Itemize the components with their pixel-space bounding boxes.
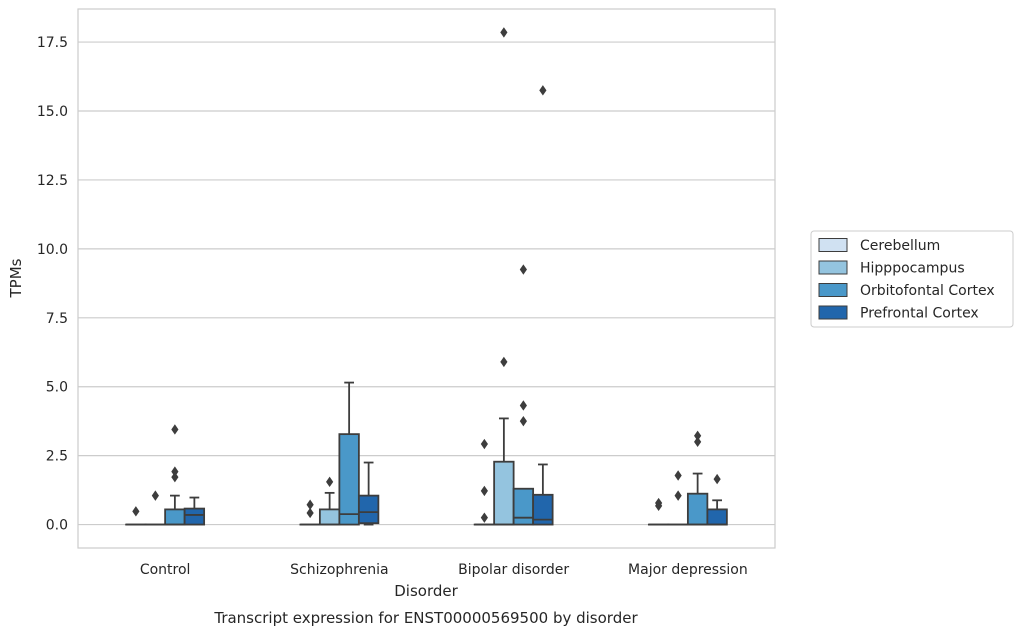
outlier-point bbox=[306, 507, 314, 519]
outlier-point bbox=[480, 512, 488, 523]
box-3-3 bbox=[706, 473, 728, 526]
y-axis-label: TPMs bbox=[7, 258, 25, 298]
box-2-0 bbox=[164, 424, 186, 526]
outlier-point bbox=[713, 473, 721, 485]
box-2-3 bbox=[686, 430, 709, 526]
outlier-point bbox=[171, 424, 179, 435]
x-axis-label: Disorder bbox=[394, 582, 458, 600]
x-tick-labels: Control Schizophrenia Bipolar disorder Majo… bbox=[140, 562, 748, 578]
box-rect bbox=[686, 492, 709, 526]
legend-label: Orbitofontal Cortex bbox=[860, 283, 995, 299]
box-0-0 bbox=[125, 506, 147, 526]
y-tick-labels: 0.0 2.5 5.0 7.5 10.0 12.5 15.0 17.5 bbox=[37, 35, 68, 533]
chart-caption: Transcript expression for ENST0000056950… bbox=[213, 609, 638, 627]
box-rect bbox=[512, 487, 535, 526]
box-3-2 bbox=[532, 85, 554, 526]
x-tick-label: Bipolar disorder bbox=[458, 562, 569, 578]
outlier-point bbox=[480, 485, 488, 497]
outlier-point bbox=[674, 490, 682, 501]
outlier-point bbox=[674, 470, 682, 481]
legend-swatch bbox=[818, 238, 848, 252]
plot-frame bbox=[77, 8, 776, 549]
outlier-point bbox=[519, 264, 527, 275]
box-0-1 bbox=[299, 499, 321, 526]
box-rect bbox=[338, 433, 360, 526]
y-tick-label: 5.0 bbox=[46, 380, 68, 396]
outlier-point bbox=[500, 356, 508, 368]
y-tick-label: 10.0 bbox=[37, 242, 68, 258]
legend-label: Prefrontal Cortex bbox=[860, 306, 979, 322]
y-tick-label: 12.5 bbox=[37, 173, 68, 189]
box-2-1 bbox=[338, 381, 360, 526]
y-tick-label: 2.5 bbox=[46, 449, 68, 465]
box-rect bbox=[183, 507, 206, 526]
box-1-1 bbox=[318, 476, 341, 526]
legend-label: Hipppocampus bbox=[860, 261, 965, 277]
box-1-0 bbox=[144, 490, 167, 526]
outlier-point bbox=[306, 499, 314, 510]
y-tick-label: 0.0 bbox=[46, 518, 68, 534]
outlier-point bbox=[539, 85, 547, 96]
box-rect bbox=[318, 508, 341, 526]
legend-swatch bbox=[818, 260, 848, 275]
legend-label: Cerebellum bbox=[860, 238, 940, 254]
box-rect bbox=[164, 508, 186, 526]
gridlines bbox=[78, 41, 775, 526]
box-0-2 bbox=[473, 438, 496, 526]
outlier-point bbox=[326, 476, 334, 488]
legend-swatch bbox=[818, 283, 848, 297]
box-rect bbox=[532, 493, 554, 526]
x-tick-label: Control bbox=[140, 562, 191, 578]
outlier-point bbox=[694, 436, 702, 448]
outlier-point bbox=[132, 506, 140, 517]
legend-swatch bbox=[818, 305, 848, 320]
legend: Cerebellum Hipppocampus Orbitofontal Corte… bbox=[810, 230, 1014, 328]
outlier-point bbox=[171, 466, 179, 477]
outlier-point bbox=[171, 471, 179, 483]
box-3-0 bbox=[183, 496, 206, 526]
box-rect bbox=[706, 508, 728, 526]
x-tick-label: Major depression bbox=[628, 562, 748, 578]
outlier-point bbox=[480, 438, 488, 450]
box-rect bbox=[357, 494, 380, 525]
outlier-point bbox=[694, 430, 702, 441]
y-tick-label: 17.5 bbox=[37, 35, 68, 51]
box-0-3 bbox=[647, 497, 670, 526]
outlier-point bbox=[519, 400, 527, 411]
box-2-2 bbox=[512, 264, 535, 526]
y-tick-label: 15.0 bbox=[37, 104, 68, 120]
box-rect bbox=[493, 460, 515, 526]
box-1-2 bbox=[493, 27, 515, 526]
outlier-point bbox=[655, 497, 663, 509]
outlier-point bbox=[500, 27, 508, 38]
outlier-point bbox=[151, 490, 159, 501]
outlier-point bbox=[519, 415, 527, 427]
legend-box bbox=[810, 230, 1014, 328]
x-tick-label: Schizophrenia bbox=[290, 562, 388, 578]
box-1-3 bbox=[667, 470, 689, 526]
y-tick-label: 7.5 bbox=[46, 311, 68, 327]
plot-area bbox=[125, 27, 728, 526]
box-3-1 bbox=[357, 461, 380, 526]
